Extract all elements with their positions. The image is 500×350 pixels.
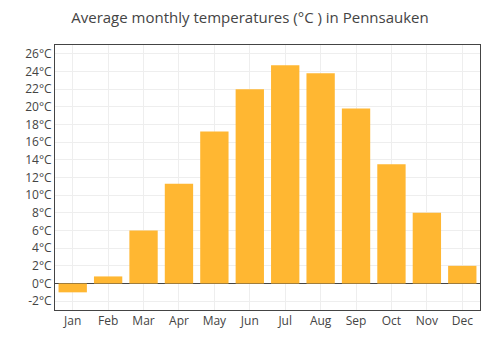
svg-text:Sep: Sep	[346, 312, 367, 329]
svg-text:4°C: 4°C	[32, 239, 52, 256]
svg-text:Jun: Jun	[240, 312, 259, 329]
svg-text:12°C: 12°C	[25, 169, 52, 186]
svg-text:Feb: Feb	[98, 312, 118, 329]
svg-text:May: May	[203, 312, 227, 329]
svg-text:14°C: 14°C	[25, 151, 52, 168]
svg-text:22°C: 22°C	[25, 80, 52, 97]
svg-text:8°C: 8°C	[32, 204, 52, 221]
svg-text:18°C: 18°C	[25, 116, 52, 133]
svg-text:2°C: 2°C	[32, 257, 52, 274]
svg-text:24°C: 24°C	[25, 63, 52, 80]
svg-text:Jul: Jul	[277, 312, 292, 329]
svg-text:Aug: Aug	[310, 312, 332, 329]
svg-text:Apr: Apr	[169, 312, 189, 329]
svg-text:6°C: 6°C	[32, 222, 52, 239]
svg-text:Oct: Oct	[382, 312, 401, 329]
svg-text:20°C: 20°C	[25, 98, 52, 115]
svg-text:Mar: Mar	[132, 312, 154, 329]
svg-text:26°C: 26°C	[25, 45, 52, 62]
svg-text:Dec: Dec	[452, 312, 473, 329]
svg-text:Nov: Nov	[416, 312, 438, 329]
svg-text:Jan: Jan	[63, 312, 81, 329]
svg-text:0°C: 0°C	[32, 275, 52, 292]
svg-text:-2°C: -2°C	[28, 292, 52, 309]
svg-text:Average monthly temperatures (: Average monthly temperatures (°C ) in Pe…	[71, 7, 428, 27]
svg-text:16°C: 16°C	[25, 133, 52, 150]
svg-text:10°C: 10°C	[25, 186, 52, 203]
